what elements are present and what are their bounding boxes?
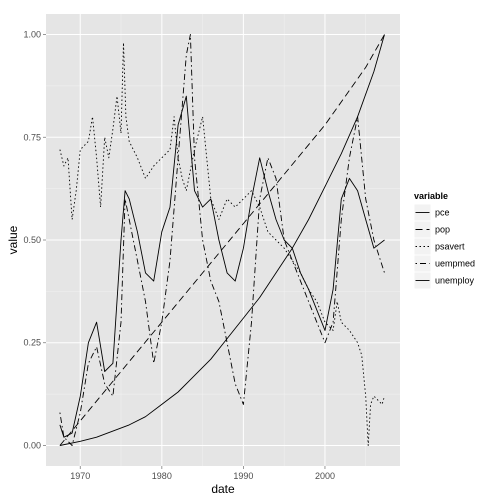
x-tick-label: 1970 [70, 471, 90, 481]
legend-label-pce: pce [435, 208, 450, 218]
y-tick-label: 0.50 [23, 235, 41, 245]
legend-label-uempmed: uempmed [435, 259, 475, 269]
x-tick-label: 2000 [315, 471, 335, 481]
legend-label-unemploy: unemploy [435, 276, 475, 286]
legend-label-psavert: psavert [435, 242, 465, 252]
x-tick-label: 1990 [233, 471, 253, 481]
y-tick-label: 0.75 [23, 132, 41, 142]
y-tick-label: 0.00 [23, 440, 41, 450]
y-axis-title: value [6, 225, 20, 254]
legend-title: variable [414, 191, 448, 201]
y-tick-label: 1.00 [23, 30, 41, 40]
y-axis-ticks: 0.00 0.25 0.50 0.75 1.00 [23, 30, 46, 451]
x-axis-ticks: 1970 1980 1990 2000 [70, 466, 335, 481]
y-tick-label: 0.25 [23, 338, 41, 348]
legend-label-pop: pop [435, 225, 450, 235]
legend: variable pce pop psavert uempmed unemploy [414, 191, 475, 289]
x-tick-label: 1980 [152, 471, 172, 481]
x-axis-title: date [211, 482, 235, 496]
